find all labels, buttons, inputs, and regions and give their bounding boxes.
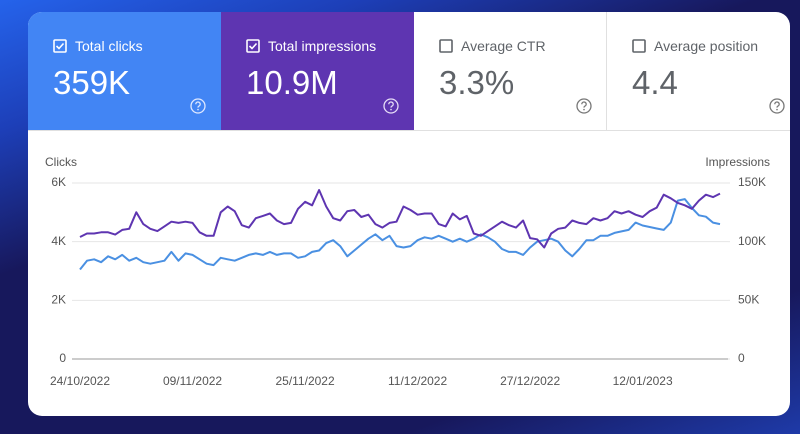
series-line (79, 198, 721, 271)
x-tick-label: 12/01/2023 (613, 374, 673, 388)
checkbox[interactable] (439, 39, 453, 53)
y2-axis-title: Impressions (705, 155, 770, 169)
y2-tick-label: 0 (738, 351, 745, 365)
metric-value: 359K (53, 64, 131, 101)
y2-tick-label: 50K (738, 293, 759, 307)
help-icon[interactable] (383, 98, 399, 114)
metric-card[interactable]: Average CTR 3.3% (414, 12, 607, 130)
metric-value: 10.9M (246, 64, 338, 101)
y2-tick-label: 100K (738, 234, 766, 248)
x-tick-label: 25/11/2022 (275, 374, 334, 388)
performance-panel: Total clicks 359K Total impressions 10.9… (28, 12, 790, 416)
checkbox[interactable] (246, 39, 260, 53)
x-tick-label: 24/10/2022 (50, 374, 110, 388)
checkbox[interactable] (53, 39, 67, 53)
metric-card[interactable]: Total impressions 10.9M (221, 12, 414, 130)
metric-label: Total impressions (268, 38, 377, 54)
series-line (79, 189, 721, 249)
y-tick-label: 4K (51, 234, 66, 248)
metric-value: 4.4 (632, 64, 678, 101)
x-tick-label: 09/11/2022 (163, 374, 222, 388)
y-tick-label: 0 (59, 351, 66, 365)
y-axis-title: Clicks (45, 155, 77, 169)
y-tick-label: 2K (51, 293, 66, 307)
help-icon[interactable] (190, 98, 206, 114)
metric-card[interactable]: Total clicks 359K (28, 12, 221, 130)
metric-value: 3.3% (439, 64, 515, 101)
x-tick-label: 11/12/2022 (388, 374, 447, 388)
metric-label: Average position (654, 38, 759, 54)
x-tick-label: 27/12/2022 (500, 374, 560, 388)
help-icon[interactable] (576, 98, 592, 114)
metric-card[interactable]: Average position 4.4 (607, 12, 790, 130)
chart: Clicks Impressions 0 2K 4K 6K 0 50K 100K 150K 24… (28, 130, 790, 388)
y-tick-label: 6K (51, 175, 66, 189)
help-icon[interactable] (769, 98, 785, 114)
y2-tick-label: 150K (738, 175, 766, 189)
metric-label: Average CTR (461, 38, 546, 54)
metric-label: Total clicks (75, 38, 143, 54)
checkbox[interactable] (632, 39, 646, 53)
